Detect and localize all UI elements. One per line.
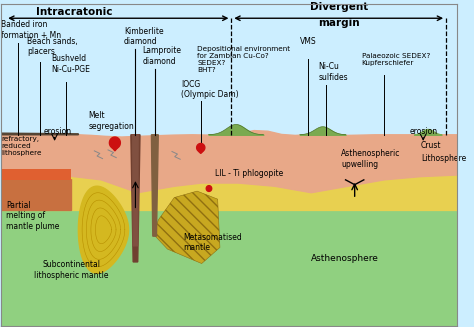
Text: Depositional environment
for Zambian Cu-Co?
SEDEX?
BHT?: Depositional environment for Zambian Cu-… xyxy=(197,46,290,73)
Text: erosion: erosion xyxy=(410,127,438,136)
Polygon shape xyxy=(109,137,120,148)
Text: Divergent: Divergent xyxy=(310,2,368,12)
Text: Partial
melting of
mantle plume: Partial melting of mantle plume xyxy=(6,201,60,231)
Polygon shape xyxy=(0,133,78,135)
Polygon shape xyxy=(154,191,220,264)
Text: LIL - Ti phlogopite: LIL - Ti phlogopite xyxy=(215,169,283,178)
Text: Kimberlite
diamond: Kimberlite diamond xyxy=(124,27,164,46)
Text: Melt
segregation: Melt segregation xyxy=(88,111,134,131)
Bar xyxy=(0,169,72,180)
Text: Bushveld
Ni-Cu-PGE: Bushveld Ni-Cu-PGE xyxy=(51,54,90,74)
Text: Beach sands,
placers: Beach sands, placers xyxy=(27,37,78,56)
Polygon shape xyxy=(206,186,212,191)
Polygon shape xyxy=(151,135,158,236)
Text: Asthenosphere: Asthenosphere xyxy=(311,254,379,263)
Polygon shape xyxy=(199,151,203,153)
Polygon shape xyxy=(112,148,118,151)
Text: Ni-Cu
sulfides: Ni-Cu sulfides xyxy=(318,62,348,82)
Polygon shape xyxy=(78,186,128,273)
Text: VMS: VMS xyxy=(300,37,317,45)
Text: erosion: erosion xyxy=(44,127,72,136)
Polygon shape xyxy=(0,130,457,193)
Text: Lamproite
diamond: Lamproite diamond xyxy=(142,46,181,66)
Bar xyxy=(0,210,457,326)
Text: Asthenospheric
upwelling: Asthenospheric upwelling xyxy=(341,149,401,169)
Text: Subcontinental
lithospheric mantle: Subcontinental lithospheric mantle xyxy=(34,260,109,280)
Polygon shape xyxy=(0,175,72,210)
Polygon shape xyxy=(133,135,138,246)
Text: margin: margin xyxy=(318,18,359,28)
Text: Intracratonic: Intracratonic xyxy=(36,7,112,17)
Text: Lithosphere: Lithosphere xyxy=(421,154,466,163)
Polygon shape xyxy=(0,175,457,210)
Text: refractory,
reduced
lithosphere: refractory, reduced lithosphere xyxy=(1,136,42,156)
Text: Banded iron
formation + Mn: Banded iron formation + Mn xyxy=(0,21,61,40)
Text: Crust: Crust xyxy=(421,141,441,150)
Text: Palaeozoic SEDEX?
Kupferschiefer: Palaeozoic SEDEX? Kupferschiefer xyxy=(362,53,430,66)
Text: Metasomatised
mantle: Metasomatised mantle xyxy=(183,233,242,252)
Polygon shape xyxy=(131,135,140,262)
Polygon shape xyxy=(197,144,205,152)
Text: IOCG
(Olympic Dam): IOCG (Olympic Dam) xyxy=(181,80,239,99)
